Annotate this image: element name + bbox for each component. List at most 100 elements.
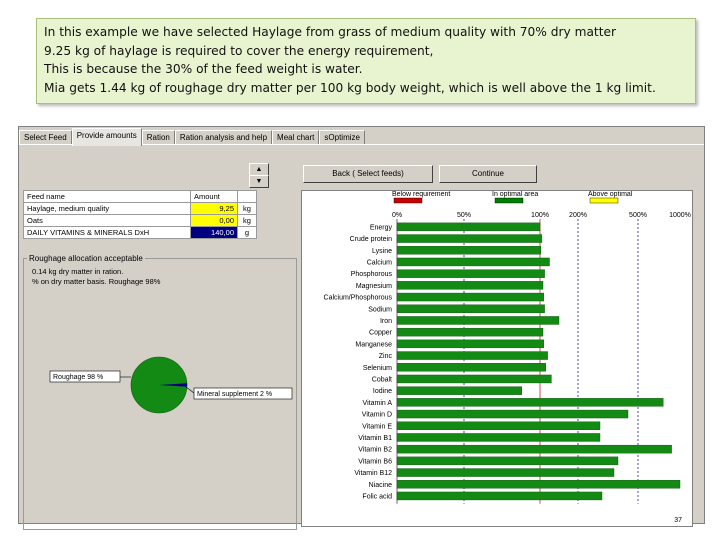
category-label: Crude protein bbox=[350, 236, 393, 243]
category-label: Lysine bbox=[372, 248, 392, 255]
bar-iron bbox=[396, 316, 560, 325]
header-amount: Amount bbox=[190, 190, 238, 203]
pie-label-roughage-box bbox=[49, 370, 121, 383]
category-label: Vitamin B2 bbox=[358, 447, 392, 454]
legend-below-label: Below requirement bbox=[392, 191, 450, 198]
bar-vitamin-d bbox=[396, 409, 629, 419]
spin-down-button[interactable]: ▼ bbox=[249, 175, 269, 188]
bar-cobalt bbox=[396, 374, 552, 384]
bar-vitamin-b6 bbox=[396, 456, 619, 466]
bar-vitamin-b12 bbox=[396, 468, 615, 477]
caption-line: In this example we have selected Haylage… bbox=[44, 25, 616, 39]
amount-input[interactable]: 9,25 bbox=[190, 202, 238, 215]
category-label: Cobalt bbox=[372, 376, 392, 383]
category-label: Vitamin A bbox=[363, 400, 393, 407]
tab-ration-analysis[interactable]: Ration analysis and help bbox=[174, 130, 273, 145]
legend-above-label: Above optimal bbox=[588, 191, 633, 198]
bar-manganese bbox=[396, 339, 545, 349]
pie-slice-mineral bbox=[159, 383, 187, 387]
header-feed-name: Feed name bbox=[23, 190, 191, 203]
tab-select-feed[interactable]: Select Feed bbox=[19, 130, 72, 145]
category-label: Iron bbox=[380, 318, 392, 325]
feed-name-cell: Oats bbox=[23, 214, 191, 227]
category-label: Vitamin B6 bbox=[358, 458, 392, 465]
tick-label: 100% bbox=[531, 212, 549, 219]
pie-leader-mineral bbox=[185, 386, 195, 394]
tick-label: 50% bbox=[457, 212, 471, 219]
category-label: Vitamin B1 bbox=[358, 435, 392, 442]
bar-zinc bbox=[396, 351, 548, 360]
bar-folic-acid bbox=[396, 491, 603, 501]
bar-energy bbox=[396, 222, 541, 232]
bar-selenium bbox=[396, 363, 546, 372]
tick-label: 200% bbox=[569, 212, 587, 219]
category-label: Vitamin D bbox=[362, 412, 392, 419]
bar-vitamin-b1 bbox=[396, 433, 601, 442]
bar-calcium bbox=[396, 257, 550, 267]
pie-label-roughage: Roughage 98 % bbox=[53, 374, 103, 381]
category-label: Magnesium bbox=[356, 283, 392, 290]
bar-vitamin-b2 bbox=[396, 444, 672, 454]
bar-copper bbox=[396, 327, 544, 337]
ration-app-window: Select Feed Provide amounts Ration Ratio… bbox=[18, 126, 705, 530]
provide-amounts-pane: ▲ ▼ Back ( Select feeds) Continue Feed n… bbox=[19, 144, 704, 530]
roughage-pie-chart: Roughage 98 % Mineral supplement 2 % bbox=[49, 356, 293, 414]
category-label: Vitamin E bbox=[362, 423, 392, 430]
bar-magnesium bbox=[396, 281, 544, 290]
category-label: Copper bbox=[369, 330, 393, 337]
category-label: Folic acid bbox=[362, 493, 392, 500]
bar-niacine bbox=[396, 480, 681, 489]
caption-line: 9.25 kg of haylage is required to cover … bbox=[44, 43, 434, 58]
category-label: Niacine bbox=[369, 482, 392, 489]
legend-swatch-above bbox=[589, 197, 619, 204]
tick-label: 500% bbox=[629, 212, 647, 219]
tick-label: 1000% bbox=[669, 212, 691, 219]
category-label: Iodine bbox=[373, 388, 392, 395]
category-label: Calcium bbox=[367, 259, 392, 266]
legend-swatch-below bbox=[393, 197, 423, 204]
bar-vitamin-e bbox=[396, 421, 601, 430]
roughage-allocation-group: Roughage allocation acceptable 0.14 kg d… bbox=[23, 254, 297, 530]
category-label: Zinc bbox=[379, 353, 393, 360]
feed-name-cell: DAILY VITAMINS & MINERALS DxH bbox=[23, 226, 191, 239]
amount-input[interactable]: 140,00 bbox=[190, 226, 238, 239]
bar-iodine bbox=[396, 386, 523, 395]
table-row: Oats 0,00 kg bbox=[23, 214, 257, 227]
caption-line: This is because the 30% of the feed weig… bbox=[44, 62, 363, 77]
bar-vitamin-a bbox=[396, 398, 664, 407]
category-label: Phosphorous bbox=[351, 271, 393, 278]
bar-phosphorous bbox=[396, 269, 545, 278]
unit-cell: g bbox=[237, 226, 257, 239]
feed-name-cell: Haylage, medium quality bbox=[23, 202, 191, 215]
caption-box: In this example we have selected Haylage… bbox=[36, 18, 696, 104]
roughage-percent-line: % on dry matter basis. Roughage 98% bbox=[32, 277, 161, 286]
tick-label: 0% bbox=[392, 212, 402, 219]
category-label: Sodium bbox=[368, 306, 392, 313]
tab-provide-amounts[interactable]: Provide amounts bbox=[71, 128, 142, 146]
roughage-status-title: Roughage allocation acceptable bbox=[27, 254, 145, 263]
tab-ration[interactable]: Ration bbox=[141, 130, 175, 145]
caption-line: Mia gets 1.44 kg of roughage dry matter … bbox=[44, 80, 656, 95]
category-label: Selenium bbox=[363, 365, 392, 372]
back-select-feeds-button[interactable]: Back ( Select feeds) bbox=[303, 165, 433, 183]
feed-amount-table: Feed name Amount Haylage, medium quality… bbox=[23, 190, 257, 239]
tab-optimize[interactable]: sOptimize bbox=[319, 130, 365, 145]
bar-crude-protein bbox=[396, 234, 543, 243]
category-label: Calcium/Phosphorous bbox=[324, 295, 393, 302]
bar-sodium bbox=[396, 304, 545, 313]
header-unit bbox=[237, 190, 257, 203]
table-row: Haylage, medium quality 9,25 kg bbox=[23, 202, 257, 215]
unit-cell: kg bbox=[237, 214, 257, 227]
tab-meal-chart[interactable]: Meal chart bbox=[272, 130, 320, 145]
unit-cell: kg bbox=[237, 202, 257, 215]
legend-optimal-label: In optimal area bbox=[492, 191, 538, 198]
amount-input[interactable]: 0,00 bbox=[190, 214, 238, 227]
continue-button[interactable]: Continue bbox=[439, 165, 537, 183]
legend-swatch-optimal bbox=[494, 197, 524, 204]
nutrient-chart-panel: Below requirement In optimal area Above … bbox=[301, 190, 693, 527]
category-label: Energy bbox=[370, 224, 393, 231]
pie-label-mineral: Mineral supplement 2 % bbox=[197, 391, 272, 398]
table-row: DAILY VITAMINS & MINERALS DxH 140,00 g bbox=[23, 226, 257, 239]
category-label: Manganese bbox=[355, 341, 392, 348]
bar-lysine bbox=[396, 246, 542, 255]
